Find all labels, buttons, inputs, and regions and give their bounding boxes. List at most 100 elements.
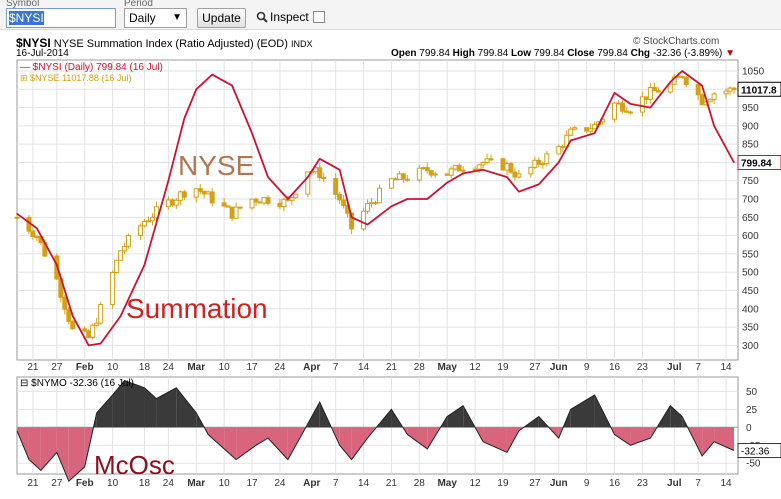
- nyse-candle-body: [448, 168, 454, 176]
- osc-x-tick-label: 19: [497, 478, 509, 489]
- osc-x-tick-label: 18: [139, 478, 151, 489]
- mco-positive-area: [523, 416, 539, 428]
- osc-x-tick-label: Mar: [187, 478, 205, 489]
- nyse-candle-body: [209, 191, 215, 204]
- mco-negative-area: [339, 427, 352, 460]
- nyse-candle-body: [424, 167, 430, 172]
- nysi-point: [287, 198, 289, 200]
- nysi-point: [538, 183, 540, 185]
- nysi-point: [251, 132, 253, 134]
- nyse-candle-body: [572, 127, 578, 130]
- nyse-candle-body: [504, 163, 510, 171]
- mco-negative-area: [17, 427, 29, 460]
- nyse-candle-body: [153, 206, 159, 218]
- mco-negative-area: [702, 427, 715, 457]
- nysi-point: [366, 224, 369, 226]
- nyse-candle-body: [30, 230, 36, 238]
- last-value-tag: [737, 154, 781, 170]
- mco-negative-area: [267, 427, 288, 460]
- nyse-candle-body: [560, 146, 566, 149]
- main-x-tick-label: Mar: [187, 362, 205, 373]
- nysi-point: [72, 315, 74, 317]
- nyse-candle-body: [596, 121, 602, 126]
- chevron-down-icon: ▼: [172, 12, 182, 23]
- nyse-candle-body: [420, 167, 426, 170]
- main-y-tick-label: 300: [742, 341, 759, 352]
- nysi-point: [319, 158, 321, 160]
- main-x-tick-label: 16: [609, 362, 621, 373]
- inspect-checkbox[interactable]: [312, 11, 325, 23]
- nyse-candle-body: [345, 205, 351, 214]
- nyse-candle-body: [98, 304, 104, 324]
- osc-x-tick-label: 21: [27, 478, 39, 489]
- mco-negative-area: [351, 427, 368, 460]
- nyse-candle-body: [647, 86, 653, 101]
- nyse-candle-body: [432, 173, 438, 176]
- main-x-tick-label: 24: [163, 362, 175, 373]
- nyse-candle-body: [221, 202, 227, 207]
- magnifier-icon: [256, 11, 268, 23]
- main-x-tick-label: 27: [51, 362, 63, 373]
- osc-x-tick-label: 16: [609, 478, 621, 489]
- nyse-candle-body: [500, 158, 506, 171]
- osc-x-tick-label: 14: [720, 478, 732, 489]
- nyse-candle-body: [14, 216, 20, 219]
- nyse-candle-body: [309, 171, 315, 174]
- nysi-point: [56, 264, 58, 266]
- nyse-candle-body: [568, 128, 574, 136]
- nyse-candle-body: [508, 163, 514, 173]
- nysi-point: [119, 315, 122, 317]
- mco-negative-area: [630, 427, 651, 446]
- nyse-candle-body: [177, 191, 183, 201]
- update-button[interactable]: Update: [197, 8, 246, 28]
- nyse-candle-body: [588, 128, 594, 132]
- annotation-summation: Summation: [126, 293, 268, 324]
- mco-negative-area: [614, 427, 631, 446]
- legend-nysi: — $NYSI (Daily) 799.84 (16 Jul): [20, 62, 163, 73]
- nysi-point: [713, 125, 715, 127]
- nyse-candle-body: [305, 171, 311, 195]
- nyse-candle-body: [118, 250, 124, 261]
- osc-x-tick-label: May: [437, 478, 457, 489]
- mco-negative-area: [367, 427, 377, 439]
- mco-negative-area: [483, 427, 507, 453]
- period-select[interactable]: Daily ▼: [124, 8, 187, 28]
- nyse-candle-body: [516, 173, 522, 178]
- nyse-candle-body: [476, 164, 482, 170]
- nyse-candle-body: [62, 296, 68, 310]
- main-x-tick-label: Apr: [303, 362, 320, 373]
- nyse-candle-body: [285, 198, 291, 201]
- osc-y-tick-label: 0: [746, 423, 752, 434]
- inspect-toggle[interactable]: Inspect: [256, 10, 325, 24]
- nyse-candle-body: [333, 178, 339, 195]
- nyse-candle-body: [361, 210, 367, 230]
- osc-x-tick-label: 7: [695, 478, 701, 489]
- main-y-tick-label: 650: [742, 213, 759, 224]
- nyse-candle-body: [321, 177, 327, 180]
- nyse-candle-body: [388, 178, 394, 189]
- nyse-candle-body: [376, 187, 382, 204]
- main-x-tick-label: 14: [720, 362, 732, 373]
- nyse-candle-body: [293, 193, 299, 199]
- osc-last-value: -32.36: [741, 447, 770, 458]
- osc-plot-frame: [16, 376, 739, 475]
- oscillator-panel: 21 27 Feb 10 18 24 Mar 10 17 24 Apr 7 14 21 28 May 12 19 2…: [16, 376, 781, 489]
- osc-x-tick-label: 7: [333, 478, 339, 489]
- nyse-candle-body: [396, 173, 402, 181]
- main-x-tick-label: 18: [139, 362, 151, 373]
- mco-negative-area: [68, 427, 85, 482]
- main-x-tick-label: 9: [584, 362, 590, 373]
- toolbar: Symbol $NYSI Period Daily ▼ Update Inspe…: [0, 0, 781, 30]
- chart-symbol: $NYSI: [16, 36, 51, 50]
- low-label: Low: [511, 48, 532, 59]
- nyse-candle-body: [42, 242, 48, 257]
- nyse-candle-body: [86, 330, 92, 339]
- nyse-candle-body: [114, 259, 120, 274]
- mco-negative-area: [204, 427, 209, 435]
- nyse-candle-body: [265, 197, 271, 204]
- osc-x-tick-label: 10: [107, 478, 119, 489]
- symbol-input[interactable]: $NYSI: [6, 8, 116, 28]
- nyse-candle-body: [317, 167, 323, 179]
- nyse-candle-body: [54, 255, 60, 280]
